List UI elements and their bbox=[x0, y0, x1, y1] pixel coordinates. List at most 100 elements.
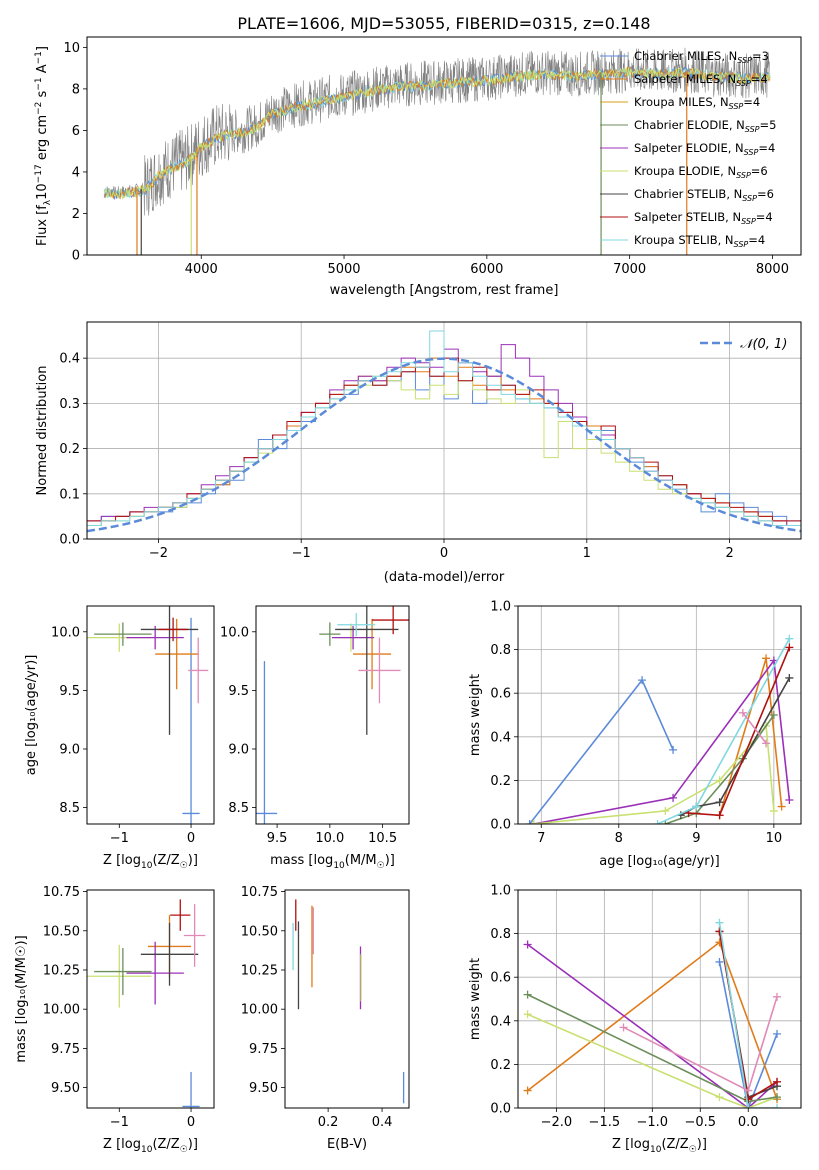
x-tick-label: 7000 bbox=[613, 262, 646, 277]
y-axis-label-part: −2 bbox=[34, 102, 44, 115]
weight-marker bbox=[785, 673, 794, 682]
y-axis-label-part: 10 bbox=[35, 183, 50, 200]
x-tick-label: 9.5 bbox=[267, 831, 288, 846]
plot-area bbox=[87, 606, 209, 824]
y-tick-label: 0.2 bbox=[59, 442, 80, 457]
weight-line bbox=[527, 1013, 778, 1108]
weight-marker bbox=[773, 1077, 782, 1086]
weight-line bbox=[533, 658, 791, 824]
y-tick-label: 0.0 bbox=[490, 1102, 511, 1117]
y-tick-label: 0.2 bbox=[490, 1058, 511, 1073]
weight-marker bbox=[523, 1010, 532, 1019]
legend-sub: SSP bbox=[734, 240, 749, 249]
weight-marker bbox=[773, 1093, 782, 1102]
y-tick-label: 0.1 bbox=[59, 487, 80, 502]
x-axis-label: Z [log10(Z/Z☉)] bbox=[612, 1137, 707, 1155]
axes-frame bbox=[86, 36, 802, 256]
weight-marker bbox=[785, 634, 794, 643]
x-tick-label: 0 bbox=[187, 1115, 195, 1130]
y-tick-label: 0.2 bbox=[490, 774, 511, 789]
legend-entry: Chabrier MILES, NSSP=3 bbox=[634, 49, 769, 65]
legend-entry: Salpeter STELIB, NSSP=4 bbox=[634, 210, 773, 226]
y-tick-label: 10.75 bbox=[241, 885, 278, 900]
weight-marker bbox=[715, 776, 724, 785]
spectrum-panel: 4000 5000 6000 7000 8000 0 2 4 6 8 10 Chabrier MILE… bbox=[34, 36, 802, 298]
x-tick-label: 1 bbox=[583, 546, 591, 561]
legend-n: =3 bbox=[752, 49, 769, 63]
plot-area bbox=[103, 47, 771, 255]
weight-marker bbox=[769, 806, 778, 815]
y-tick-label: 9.5 bbox=[228, 684, 249, 699]
weight-marker bbox=[744, 1104, 753, 1108]
x-tick-label: 8000 bbox=[756, 262, 789, 277]
legend-text: Salpeter STELIB, N bbox=[634, 210, 741, 224]
x-tick-label: 8 bbox=[615, 831, 623, 846]
x-axis-label-part: 10 bbox=[141, 861, 153, 871]
legend-n: =5 bbox=[760, 118, 777, 132]
y-axis-label-part: −17 bbox=[34, 164, 44, 183]
x-tick-label: 0 bbox=[187, 831, 195, 846]
x-tick-label: 2 bbox=[725, 546, 733, 561]
x-axis-label-part: )] bbox=[697, 1137, 707, 1152]
y-tick-label: 10 bbox=[63, 41, 80, 56]
weight-marker bbox=[785, 643, 794, 652]
x-tick-label: 5000 bbox=[327, 262, 360, 277]
y-tick-label: 2 bbox=[72, 207, 80, 222]
y-axis-label: mass [log₁₀(M/M☉)] bbox=[14, 935, 29, 1062]
weight-marker bbox=[715, 1093, 724, 1102]
x-axis-label-part: Z [log bbox=[103, 1137, 141, 1152]
y-tick-label: 0.8 bbox=[490, 643, 511, 658]
y-tick-label: 10.00 bbox=[241, 1003, 278, 1018]
legend-sub: SSP bbox=[736, 171, 751, 180]
legend-entry: Salpeter ELODIE, NSSP=4 bbox=[634, 141, 775, 157]
y-tick-label: 9.75 bbox=[51, 1042, 80, 1057]
weight-marker bbox=[744, 1095, 753, 1104]
legend-entry: 𝒩(0, 1) bbox=[740, 337, 787, 352]
axes-frame bbox=[86, 889, 215, 1109]
plot-area bbox=[256, 606, 409, 824]
figure-title: PLATE=1606, MJD=53055, FIBERID=0315, z=0… bbox=[237, 14, 650, 33]
weight-marker bbox=[715, 957, 724, 966]
x-tick-label: −1 bbox=[110, 1115, 129, 1130]
y-tick-label: 0.0 bbox=[490, 818, 511, 833]
legend-text: Salpeter ELODIE, N bbox=[634, 141, 744, 155]
legend-n: =6 bbox=[757, 187, 774, 201]
x-axis-label-part: ☉ bbox=[377, 861, 385, 871]
weight-marker bbox=[715, 798, 724, 807]
x-axis-label-part: (Z/Z bbox=[661, 1137, 688, 1152]
residual-histogram-panel: −2 −1 0 1 2 0.0 0.1 0.2 0.3 0.4 𝒩(0, 1) (data-model… bbox=[35, 321, 802, 585]
plot-area bbox=[525, 634, 794, 824]
y-axis-label-part: Flux [f bbox=[35, 205, 50, 246]
weight-marker bbox=[661, 806, 670, 815]
x-axis-label-part: )] bbox=[188, 1137, 198, 1152]
x-axis-label-part: 10 bbox=[141, 1145, 153, 1155]
legend-text: Chabrier STELIB, N bbox=[634, 187, 742, 201]
y-tick-label: 1.0 bbox=[490, 600, 511, 615]
x-axis-label: Z [log10(Z/Z☉)] bbox=[103, 853, 198, 871]
weight-marker bbox=[669, 745, 678, 754]
legend-sub: SSP bbox=[742, 194, 757, 203]
axes-frame bbox=[517, 889, 802, 1109]
weight-marker bbox=[638, 676, 647, 685]
legend-entry: Salpeter MILES, NSSP=4 bbox=[634, 72, 768, 88]
axes-frame bbox=[255, 605, 410, 825]
x-axis-label: E(B-V) bbox=[327, 1137, 367, 1152]
legend-entry: Chabrier ELODIE, NSSP=5 bbox=[634, 118, 776, 134]
x-tick-label: −1 bbox=[292, 546, 311, 561]
legend-n: =6 bbox=[751, 164, 768, 178]
y-tick-label: 9.50 bbox=[51, 1081, 80, 1096]
x-tick-label: −0.5 bbox=[684, 1115, 716, 1130]
x-tick-label: −2.0 bbox=[541, 1115, 573, 1130]
legend-n: =4 bbox=[743, 95, 760, 109]
weight-marker bbox=[769, 711, 778, 719]
weight-marker bbox=[692, 802, 701, 811]
weight-marker bbox=[773, 1104, 782, 1108]
legend-sub: SSP bbox=[737, 56, 752, 65]
x-axis-label: (data-model)/error bbox=[384, 570, 505, 585]
y-tick-label: 10.75 bbox=[43, 885, 80, 900]
y-tick-label: 0.4 bbox=[490, 730, 511, 745]
legend-sub: SSP bbox=[736, 79, 751, 88]
y-tick-label: 10.25 bbox=[241, 963, 278, 978]
y-axis-label: Flux [fλ10−17 erg cm−2 s−1 A−1] bbox=[34, 46, 53, 246]
y-axis-label-part: A bbox=[35, 64, 50, 77]
